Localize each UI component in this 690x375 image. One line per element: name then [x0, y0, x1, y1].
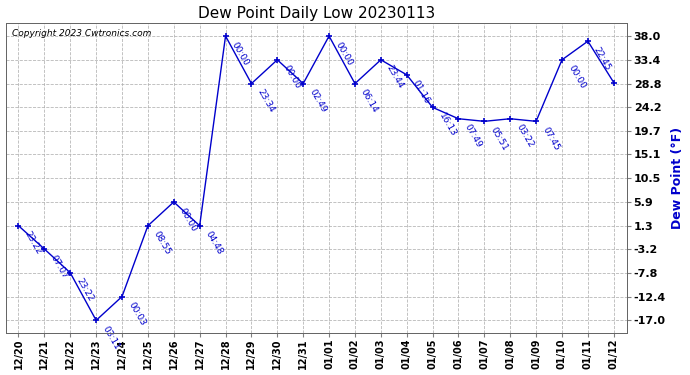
- Text: 00:00: 00:00: [230, 40, 250, 67]
- Text: 03:11: 03:11: [100, 324, 121, 351]
- Text: 06:14: 06:14: [359, 88, 380, 114]
- Text: 00:00: 00:00: [333, 40, 354, 67]
- Text: 00:00: 00:00: [178, 206, 199, 233]
- Text: 02:49: 02:49: [307, 88, 328, 114]
- Y-axis label: Dew Point (°F): Dew Point (°F): [671, 127, 684, 229]
- Text: 23:22: 23:22: [23, 230, 43, 256]
- Text: 23:22: 23:22: [75, 277, 95, 303]
- Text: 03:22: 03:22: [515, 123, 535, 150]
- Text: 00:00: 00:00: [566, 64, 587, 91]
- Text: 01:16: 01:16: [411, 79, 432, 106]
- Text: 00:00: 00:00: [282, 64, 302, 91]
- Text: 07:49: 07:49: [462, 123, 483, 150]
- Text: 08:55: 08:55: [152, 230, 172, 257]
- Text: 22:45: 22:45: [592, 45, 613, 72]
- Text: 23:44: 23:44: [385, 64, 406, 91]
- Text: Copyright 2023 Cwtronics.com: Copyright 2023 Cwtronics.com: [12, 29, 151, 38]
- Text: 16:13: 16:13: [437, 111, 457, 138]
- Text: 07:07: 07:07: [48, 253, 69, 280]
- Text: 04:48: 04:48: [204, 230, 224, 256]
- Title: Dew Point Daily Low 20230113: Dew Point Daily Low 20230113: [197, 6, 435, 21]
- Text: 05:51: 05:51: [489, 126, 509, 152]
- Text: 00:03: 00:03: [126, 301, 147, 328]
- Text: 07:45: 07:45: [540, 126, 561, 152]
- Text: 23:34: 23:34: [255, 88, 276, 114]
